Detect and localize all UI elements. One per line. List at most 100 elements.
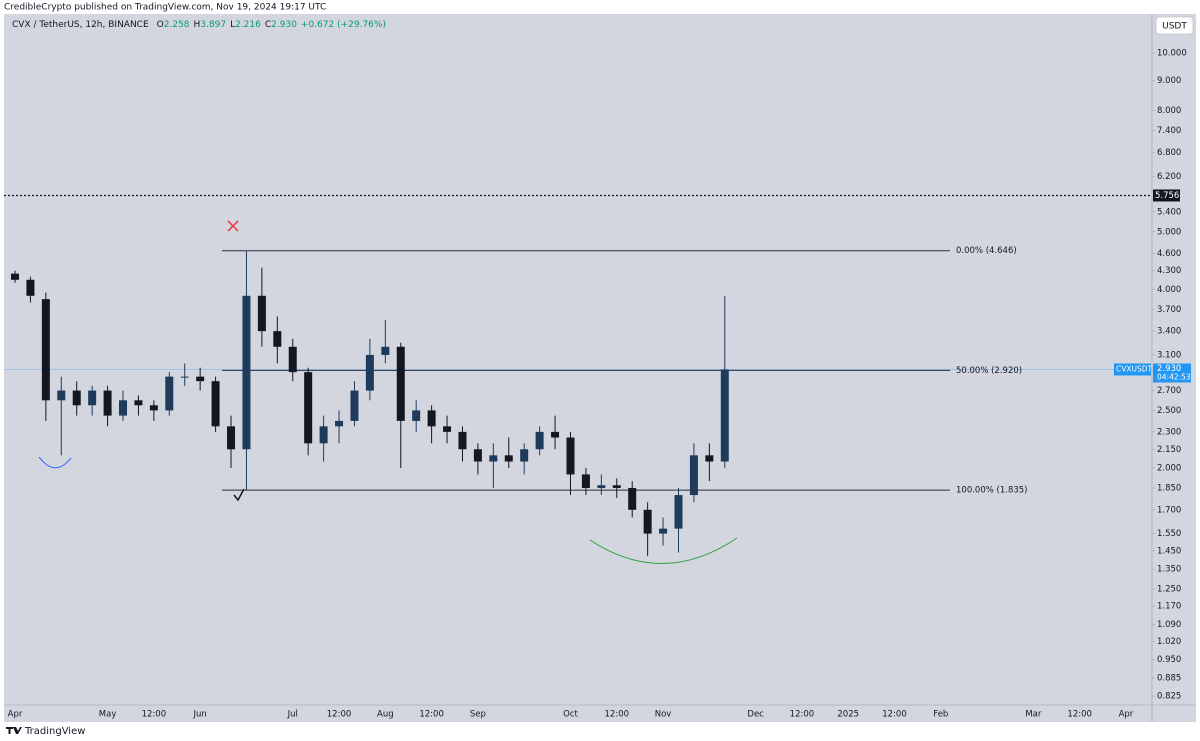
candle-body — [612, 485, 621, 488]
x-tick-label: May — [99, 710, 117, 720]
candle-body — [365, 354, 374, 391]
currency-label[interactable]: USDT — [1162, 22, 1187, 32]
candle-body — [674, 495, 683, 529]
ohlc-key: H — [194, 20, 201, 30]
y-tick-label: 1.700 — [1157, 505, 1181, 515]
y-tick-label: 1.020 — [1157, 637, 1181, 647]
candle-body — [257, 295, 266, 332]
x-tick-label: 12:00 — [790, 710, 815, 720]
y-tick-label: 2.500 — [1157, 406, 1181, 416]
ohlc-value: 2.930 — [271, 20, 297, 30]
y-tick-label: 4.300 — [1157, 266, 1181, 276]
candle-body — [72, 390, 81, 406]
fib-label: 0.00% (4.646) — [956, 246, 1017, 256]
candle-body — [597, 485, 606, 488]
candle-body — [119, 400, 128, 416]
x-tick-label: Apr — [1119, 710, 1134, 720]
y-tick-label: 1.170 — [1157, 602, 1181, 612]
ohlc-key: L — [230, 20, 235, 30]
ohlc-key: O — [157, 20, 164, 30]
y-tick-label: 6.200 — [1157, 172, 1181, 182]
candle-body — [26, 279, 35, 296]
y-tick-label: 0.950 — [1157, 655, 1181, 665]
y-tick-label: 1.450 — [1157, 546, 1181, 556]
x-tick-label: 12:00 — [1067, 710, 1092, 720]
candle-body — [134, 400, 143, 406]
plot-background — [4, 14, 1196, 722]
currency-button[interactable]: USDT — [1155, 16, 1194, 35]
x-tick-label: 12:00 — [605, 710, 630, 720]
candle-body — [427, 410, 436, 427]
y-tick-label: 7.400 — [1157, 126, 1181, 136]
x-tick-label: 2025 — [837, 710, 859, 720]
candle-body — [720, 369, 729, 462]
x-tick-label: 12:00 — [327, 710, 352, 720]
candle-body — [350, 390, 359, 421]
x-tick-label: Oct — [563, 710, 578, 720]
y-tick-label: 10.000 — [1157, 49, 1187, 59]
x-tick-label: 12:00 — [142, 710, 167, 720]
last-price-box — [1153, 363, 1191, 383]
price-line-label: 5.756 — [1155, 191, 1179, 201]
y-tick-label: 1.550 — [1157, 529, 1181, 539]
candle-body — [520, 449, 529, 462]
ohlc-key: C — [265, 20, 271, 30]
logo-icon — [6, 727, 22, 734]
y-tick-label: 0.885 — [1157, 674, 1181, 684]
arc-blue — [38, 456, 72, 469]
candle-body — [396, 346, 405, 421]
candle-body — [535, 431, 544, 450]
ohlc-value: 2.258 — [164, 20, 190, 30]
price-line-box — [1153, 189, 1180, 202]
fib-label: 100.00% (1.835) — [956, 486, 1028, 496]
x-tick-label: Feb — [933, 710, 948, 720]
y-tick-label: 3.400 — [1157, 327, 1181, 337]
y-tick-label: 1.350 — [1157, 565, 1181, 575]
symbol: CVX / TetherUS, 12h, BINANCE — [12, 20, 149, 30]
x-tick-label: 12:00 — [419, 710, 444, 720]
ohlc-value: 3.897 — [200, 20, 226, 30]
y-tick-label: 4.000 — [1157, 285, 1181, 295]
candle-body — [335, 420, 344, 427]
candle-body — [57, 390, 66, 401]
series-name-box — [1114, 363, 1151, 376]
candle-body — [581, 474, 590, 488]
x-tick-label: Apr — [8, 710, 23, 720]
x-tick-label: Jul — [287, 710, 298, 720]
x-tick-label: Nov — [655, 710, 672, 720]
candle-body — [242, 295, 251, 450]
y-tick-label: 2.300 — [1157, 427, 1181, 437]
last-price-label: 2.930 — [1157, 364, 1181, 374]
footer-logo: TradingView — [6, 726, 85, 737]
cross-mark — [227, 220, 239, 232]
x-tick-label: Dec — [747, 710, 764, 720]
candle-body — [211, 381, 220, 427]
candle-body — [628, 487, 637, 510]
currency-button-box[interactable] — [1155, 16, 1194, 35]
candle-body — [319, 426, 328, 444]
y-tick-label: 1.250 — [1157, 585, 1181, 595]
candle-body — [88, 390, 97, 406]
candle-body — [381, 346, 390, 355]
candle-body — [705, 455, 714, 462]
candle-body — [196, 376, 205, 382]
candle-body — [273, 331, 282, 347]
candle-body — [689, 455, 698, 496]
symbol-legend: CVX / TetherUS, 12h, BINANCE O2.258 H3.897… — [12, 20, 386, 30]
candle-body — [103, 390, 112, 416]
y-tick-label: 4.600 — [1157, 249, 1181, 259]
x-tick-label: Sep — [470, 710, 486, 720]
change: +0.672 (+29.76%) — [301, 20, 386, 30]
candle-body — [165, 376, 174, 411]
ohlc-value: 2.216 — [235, 20, 261, 30]
y-tick-label: 8.000 — [1157, 106, 1181, 116]
candle-body — [643, 509, 652, 534]
legend-text: CVX / TetherUS, 12h, BINANCE O2.258 H3.897… — [12, 20, 386, 30]
y-tick-label: 0.825 — [1157, 692, 1181, 702]
candle-body — [41, 299, 50, 401]
publisher: CredibleCrypto published on TradingView.… — [4, 3, 326, 13]
candle-body — [288, 346, 297, 373]
x-tick-label: Mar — [1025, 710, 1042, 720]
y-tick-label: 2.150 — [1157, 445, 1181, 455]
candle-body — [659, 528, 668, 534]
